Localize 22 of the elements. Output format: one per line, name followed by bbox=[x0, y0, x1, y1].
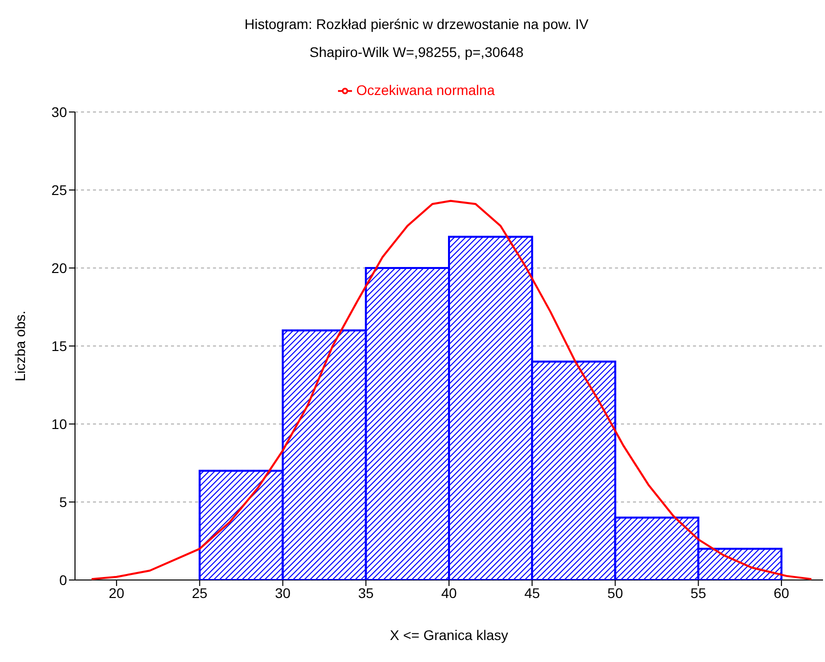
x-tick-label: 55 bbox=[690, 584, 706, 601]
y-tick-label: 0 bbox=[59, 572, 68, 588]
y-tick-label: 5 bbox=[59, 494, 68, 510]
legend-label: Oczekiwana normalna bbox=[356, 82, 495, 98]
chart-subtitle: Shapiro-Wilk W=,98255, p=,30648 bbox=[308, 43, 524, 62]
y-tick-label: 25 bbox=[51, 182, 68, 198]
x-tick-label: 35 bbox=[358, 584, 374, 601]
x-tick-label: 45 bbox=[524, 584, 540, 601]
x-tick-label: 30 bbox=[274, 584, 291, 601]
x-tick-label: 25 bbox=[192, 584, 208, 601]
x-tick-label: 60 bbox=[774, 584, 790, 601]
y-tick-label: 15 bbox=[51, 338, 68, 354]
x-tick-label: 20 bbox=[108, 584, 125, 601]
y-axis-title: Liczba obs. bbox=[12, 310, 28, 382]
y-tick-label: 20 bbox=[51, 260, 68, 276]
x-tick-label: 40 bbox=[441, 584, 457, 601]
line-series bbox=[90, 200, 812, 580]
x-tick-label: 50 bbox=[607, 584, 624, 601]
chart-title: Histogram: Rozkład pierśnic w drzewostanie na pow. IV bbox=[244, 15, 590, 34]
y-tick-label: 30 bbox=[51, 104, 68, 120]
x-axis-title: X <= Granica klasy bbox=[390, 627, 508, 643]
y-tick-label: 10 bbox=[51, 416, 68, 432]
